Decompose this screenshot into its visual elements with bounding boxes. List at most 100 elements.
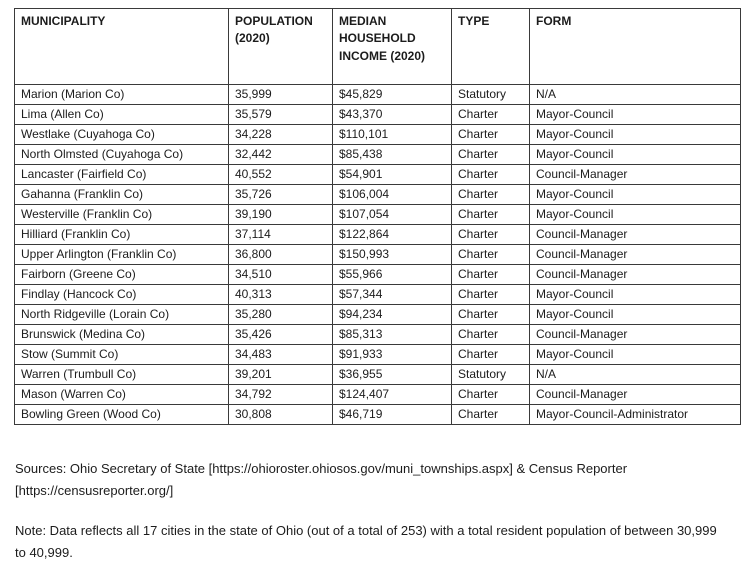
table-row: Lima (Allen Co) 35,579 $43,370 Charter M…	[14, 104, 741, 125]
cell-municipality: Hilliard (Franklin Co)	[14, 224, 229, 245]
table-row: Westerville (Franklin Co) 39,190 $107,05…	[14, 204, 741, 225]
cell-form: Mayor-Council	[529, 344, 741, 365]
cell-form: N/A	[529, 84, 741, 105]
cell-median-income: $85,438	[332, 144, 452, 165]
cell-municipality: North Olmsted (Cuyahoga Co)	[14, 144, 229, 165]
cell-population: 30,808	[228, 404, 333, 425]
cell-population: 36,800	[228, 244, 333, 265]
cell-type: Charter	[451, 304, 530, 325]
cell-type: Charter	[451, 244, 530, 265]
cell-type: Charter	[451, 224, 530, 245]
cell-municipality: Stow (Summit Co)	[14, 344, 229, 365]
cell-median-income: $43,370	[332, 104, 452, 125]
cell-population: 39,201	[228, 364, 333, 385]
cell-population: 34,792	[228, 384, 333, 405]
cell-type: Charter	[451, 184, 530, 205]
cell-median-income: $94,234	[332, 304, 452, 325]
cell-type: Charter	[451, 204, 530, 225]
cell-type: Charter	[451, 404, 530, 425]
table-row: Fairborn (Greene Co) 34,510 $55,966 Char…	[14, 264, 741, 285]
cell-median-income: $36,955	[332, 364, 452, 385]
cell-municipality: Fairborn (Greene Co)	[14, 264, 229, 285]
cell-municipality: Lancaster (Fairfield Co)	[14, 164, 229, 185]
cell-form: Mayor-Council	[529, 284, 741, 305]
cell-median-income: $122,864	[332, 224, 452, 245]
cell-population: 35,426	[228, 324, 333, 345]
table-row: Hilliard (Franklin Co) 37,114 $122,864 C…	[14, 224, 741, 245]
cell-median-income: $54,901	[332, 164, 452, 185]
table-row: Mason (Warren Co) 34,792 $124,407 Charte…	[14, 384, 741, 405]
cell-municipality: Gahanna (Franklin Co)	[14, 184, 229, 205]
cell-municipality: Brunswick (Medina Co)	[14, 324, 229, 345]
cell-form: Mayor-Council	[529, 144, 741, 165]
table-row: Bowling Green (Wood Co) 30,808 $46,719 C…	[14, 404, 741, 425]
cell-population: 34,228	[228, 124, 333, 145]
cell-type: Charter	[451, 164, 530, 185]
table-header-row: MUNICIPALITY POPULATION (2020) MEDIAN HO…	[14, 8, 741, 85]
cell-population: 39,190	[228, 204, 333, 225]
cell-municipality: Westerville (Franklin Co)	[14, 204, 229, 225]
cell-median-income: $46,719	[332, 404, 452, 425]
cell-median-income: $45,829	[332, 84, 452, 105]
cell-type: Statutory	[451, 84, 530, 105]
table-row: North Ridgeville (Lorain Co) 35,280 $94,…	[14, 304, 741, 325]
cell-form: Mayor-Council	[529, 124, 741, 145]
cell-population: 35,999	[228, 84, 333, 105]
cell-population: 40,552	[228, 164, 333, 185]
cell-form: Mayor-Council-Administrator	[529, 404, 741, 425]
cell-municipality: Marion (Marion Co)	[14, 84, 229, 105]
table-row: Upper Arlington (Franklin Co) 36,800 $15…	[14, 244, 741, 265]
cell-form: Council-Manager	[529, 324, 741, 345]
table-row: Gahanna (Franklin Co) 35,726 $106,004 Ch…	[14, 184, 741, 205]
cell-median-income: $107,054	[332, 204, 452, 225]
col-header-type: TYPE	[451, 8, 530, 85]
municipality-table: MUNICIPALITY POPULATION (2020) MEDIAN HO…	[14, 8, 741, 425]
table-row: Stow (Summit Co) 34,483 $91,933 Charter …	[14, 344, 741, 365]
cell-type: Charter	[451, 344, 530, 365]
table-row: Findlay (Hancock Co) 40,313 $57,344 Char…	[14, 284, 741, 305]
table-row: Westlake (Cuyahoga Co) 34,228 $110,101 C…	[14, 124, 741, 145]
table-row: Warren (Trumbull Co) 39,201 $36,955 Stat…	[14, 364, 741, 385]
cell-type: Charter	[451, 124, 530, 145]
cell-municipality: Westlake (Cuyahoga Co)	[14, 124, 229, 145]
sources-note: Sources: Ohio Secretary of State [https:…	[15, 461, 628, 499]
cell-type: Charter	[451, 104, 530, 125]
cell-type: Charter	[451, 324, 530, 345]
cell-median-income: $124,407	[332, 384, 452, 405]
cell-municipality: North Ridgeville (Lorain Co)	[14, 304, 229, 325]
cell-form: Council-Manager	[529, 164, 741, 185]
cell-median-income: $106,004	[332, 184, 452, 205]
col-header-form: FORM	[529, 8, 741, 85]
cell-municipality: Findlay (Hancock Co)	[14, 284, 229, 305]
cell-median-income: $85,313	[332, 324, 452, 345]
cell-type: Charter	[451, 264, 530, 285]
cell-municipality: Lima (Allen Co)	[14, 104, 229, 125]
cell-form: Council-Manager	[529, 224, 741, 245]
col-header-municipality: MUNICIPALITY	[14, 8, 229, 85]
cell-median-income: $150,993	[332, 244, 452, 265]
cell-population: 40,313	[228, 284, 333, 305]
cell-municipality: Mason (Warren Co)	[14, 384, 229, 405]
cell-population: 34,510	[228, 264, 333, 285]
cell-population: 35,726	[228, 184, 333, 205]
table-row: North Olmsted (Cuyahoga Co) 32,442 $85,4…	[14, 144, 741, 165]
table-row: Brunswick (Medina Co) 35,426 $85,313 Cha…	[14, 324, 741, 345]
cell-form: Council-Manager	[529, 384, 741, 405]
cell-type: Statutory	[451, 364, 530, 385]
cell-type: Charter	[451, 144, 530, 165]
cell-form: Council-Manager	[529, 244, 741, 265]
cell-form: Mayor-Council	[529, 184, 741, 205]
cell-population: 35,579	[228, 104, 333, 125]
col-header-median-income: MEDIAN HOUSEHOLD INCOME (2020)	[332, 8, 452, 85]
cell-median-income: $55,966	[332, 264, 452, 285]
cell-median-income: $91,933	[332, 344, 452, 365]
cell-form: Council-Manager	[529, 264, 741, 285]
cell-form: Mayor-Council	[529, 304, 741, 325]
table-row: Marion (Marion Co) 35,999 $45,829 Statut…	[14, 84, 741, 105]
col-header-population: POPULATION (2020)	[228, 8, 333, 85]
table-row: Lancaster (Fairfield Co) 40,552 $54,901 …	[14, 164, 741, 185]
cell-form: N/A	[529, 364, 741, 385]
cell-municipality: Upper Arlington (Franklin Co)	[14, 244, 229, 265]
cell-form: Mayor-Council	[529, 204, 741, 225]
